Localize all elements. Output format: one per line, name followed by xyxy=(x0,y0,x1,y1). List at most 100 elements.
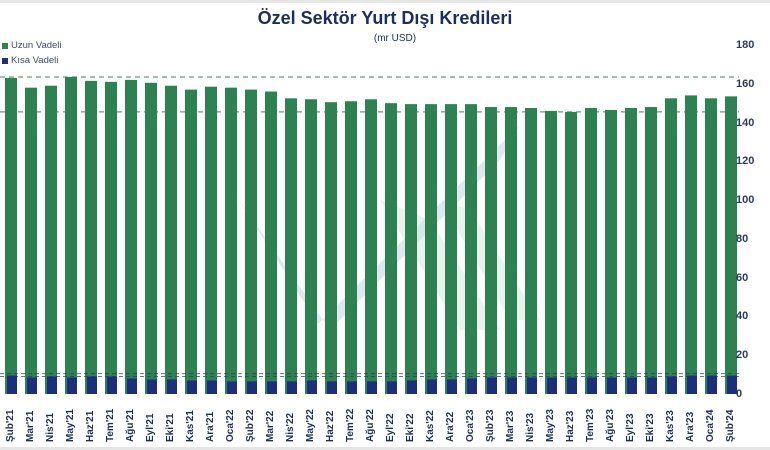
bar-long-term xyxy=(725,96,737,394)
x-tick-label: Kas'21 xyxy=(185,410,196,442)
x-tick-label: Oca'22 xyxy=(225,409,236,442)
y-tick-label: 160 xyxy=(736,77,755,90)
bar-short-term xyxy=(347,381,357,394)
bar-long-term xyxy=(485,107,497,395)
bar-long-term xyxy=(365,99,377,395)
bar-short-term xyxy=(227,381,237,394)
x-tick-label: May'23 xyxy=(545,409,556,442)
bar-short-term xyxy=(127,378,137,394)
chart-title: Özel Sektör Yurt Dışı Kredileri xyxy=(257,8,513,28)
y-tick-label: 40 xyxy=(736,310,749,323)
bar-short-term xyxy=(47,376,57,394)
bar-long-term xyxy=(625,108,637,394)
y-tick-label: 20 xyxy=(736,349,749,362)
x-tick-label: Mar'23 xyxy=(505,410,516,442)
x-tick-label: Eki'22 xyxy=(405,413,416,442)
bar-long-term xyxy=(265,91,277,395)
bar-long-term xyxy=(425,104,437,394)
bar-long-term xyxy=(325,102,337,395)
bar-short-term xyxy=(307,380,317,394)
x-tick-label: Nis'21 xyxy=(45,412,56,442)
y-tick-label: 180 xyxy=(736,39,755,51)
bar-short-term xyxy=(727,375,737,394)
x-tick-label: Şub'21 xyxy=(5,409,16,442)
x-tick-label: Tem'23 xyxy=(585,408,596,442)
bar-long-term xyxy=(345,101,357,394)
legend-label-long: Uzun Vadeli xyxy=(11,40,62,51)
bar-short-term xyxy=(627,377,637,394)
bar-short-term xyxy=(327,381,337,394)
y-tick-label: 0 xyxy=(736,388,743,400)
x-tick-label: May'22 xyxy=(305,409,316,442)
y-tick-label: 140 xyxy=(736,116,755,129)
x-tick-label: Oca'23 xyxy=(465,409,476,442)
bar-long-term xyxy=(705,98,717,394)
x-tick-label: Oca'24 xyxy=(705,409,716,442)
bar-long-term xyxy=(405,104,417,394)
bar-short-term xyxy=(367,381,377,394)
bar-short-term xyxy=(447,379,457,394)
bar-long-term xyxy=(525,108,537,394)
legend-label-short: Kısa Vadeli xyxy=(11,55,59,66)
x-tick-label: Şub'24 xyxy=(725,409,736,442)
x-tick-label: Eyl'23 xyxy=(625,413,636,442)
bar-short-term xyxy=(27,377,37,394)
bar-long-term xyxy=(465,104,477,394)
x-tick-label: Nis'22 xyxy=(285,412,296,442)
bar-long-term xyxy=(225,87,237,395)
bar-long-term xyxy=(305,99,317,395)
bar-short-term xyxy=(287,381,297,394)
bar-short-term xyxy=(407,380,417,394)
legend: Uzun Vadeli Kısa Vadeli xyxy=(2,38,62,68)
bottom-border xyxy=(0,447,770,450)
bar-short-term xyxy=(467,378,477,394)
legend-item-short: Kısa Vadeli xyxy=(2,53,62,68)
x-tick-label: Ağu'23 xyxy=(605,409,616,442)
bar-short-term xyxy=(547,377,557,394)
x-tick-label: Mar'22 xyxy=(265,410,276,442)
x-tick-label: Kas'22 xyxy=(425,410,436,442)
x-tick-label: Ağu'21 xyxy=(125,409,136,442)
bar-long-term xyxy=(445,104,457,394)
bar-short-term xyxy=(247,381,257,394)
bar-long-term xyxy=(145,82,157,394)
bar-short-term xyxy=(107,376,117,394)
bar-long-term xyxy=(5,77,17,394)
bar-short-term xyxy=(507,377,517,394)
bar-long-term xyxy=(665,98,677,394)
bar-long-term xyxy=(685,95,697,395)
bar-short-term xyxy=(587,377,597,394)
bar-long-term xyxy=(505,107,517,395)
bar-long-term xyxy=(585,108,597,394)
x-tick-label: Ağu'22 xyxy=(365,409,376,442)
bar-long-term xyxy=(185,89,197,394)
bar-short-term xyxy=(67,377,77,394)
bar-long-term xyxy=(65,76,77,394)
legend-swatch-long xyxy=(2,42,8,49)
bar-short-term xyxy=(487,377,497,394)
bar-long-term xyxy=(105,81,117,394)
chart-subtitle: (mr USD) xyxy=(373,33,417,44)
bar-short-term xyxy=(527,377,537,394)
x-tick-label: May'21 xyxy=(65,409,76,442)
y-tick-label: 60 xyxy=(736,271,749,284)
bar-short-term xyxy=(87,376,97,394)
bar-long-term xyxy=(205,86,217,395)
x-tick-label: Haz'22 xyxy=(325,410,336,442)
bar-short-term xyxy=(667,376,677,394)
bar-short-term xyxy=(687,375,697,394)
x-tick-label: Şub'23 xyxy=(485,409,496,442)
top-border xyxy=(0,0,770,3)
bar-short-term xyxy=(7,375,17,394)
bar-short-term xyxy=(707,375,717,394)
bar-short-term xyxy=(167,379,177,394)
y-tick-label: 120 xyxy=(736,155,755,168)
bar-short-term xyxy=(187,380,197,394)
bar-short-term xyxy=(147,379,157,394)
bar-short-term xyxy=(267,381,277,394)
bar-short-term xyxy=(427,379,437,394)
bar-long-term xyxy=(125,79,137,395)
y-axis: 0 20 40 60 80 100 120 140 160 180 xyxy=(728,0,770,450)
bar-long-term xyxy=(645,107,657,395)
